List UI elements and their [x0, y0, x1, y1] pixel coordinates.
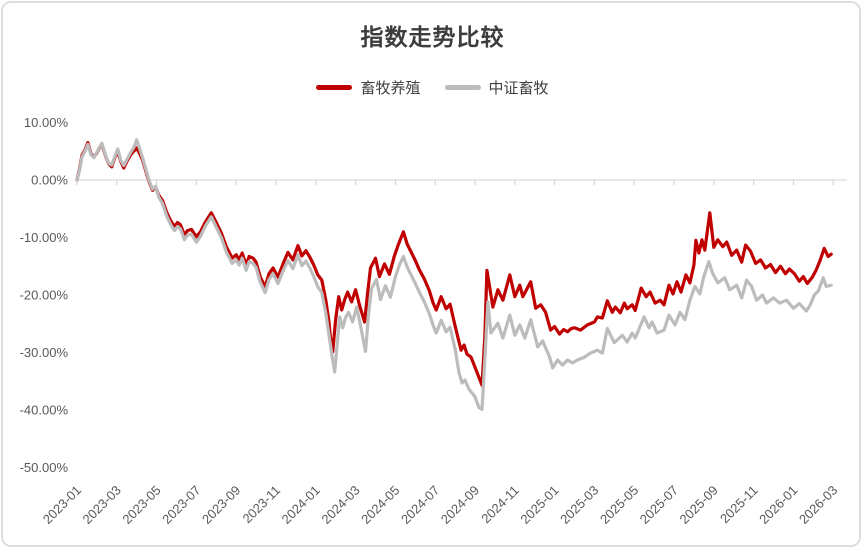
x-axis-label: 2025-09 [677, 483, 721, 527]
chart-title: 指数走势比较 [360, 24, 505, 50]
legend-label-benchmark: 中证畜牧 [488, 80, 549, 97]
x-axis-label: 2023-07 [159, 483, 203, 527]
x-axis-label: 2024-03 [318, 483, 362, 527]
x-axis-label: 2024-07 [398, 483, 442, 527]
x-axis-label: 2024-11 [478, 483, 522, 527]
series-line-benchmark [75, 138, 833, 411]
legend-line-swatch-red [316, 85, 353, 90]
x-axis-label: 2025-11 [717, 483, 761, 527]
legend-line-swatch-gray [444, 85, 481, 90]
x-axis-label: 2024-09 [438, 483, 482, 527]
series-line-main [75, 141, 833, 387]
legend-item-benchmark-series: 中证畜牧 [444, 77, 549, 98]
y-axis-label: -50.00% [20, 460, 69, 475]
x-axis-label: 2024-01 [279, 483, 323, 527]
x-axis-label: 2025-01 [517, 483, 561, 527]
y-axis-label: -30.00% [20, 345, 69, 360]
y-axis-label: 0.00% [31, 173, 68, 188]
x-axis-label: 2025-07 [637, 483, 681, 527]
y-axis-label: 10.00% [24, 115, 69, 130]
chart-legend: 畜牧养殖 中证畜牧 [0, 77, 865, 98]
x-axis-label: 2023-03 [80, 483, 124, 527]
y-axis-label: -20.00% [20, 288, 69, 303]
x-axis-label: 2023-09 [199, 483, 243, 527]
x-axis-label: 2024-05 [358, 483, 402, 527]
y-axis-label: -40.00% [20, 403, 69, 418]
x-axis-label: 2023-11 [239, 483, 283, 527]
x-axis-label: 2025-05 [597, 483, 641, 527]
legend-item-main-series: 畜牧养殖 [316, 77, 421, 98]
y-axis-label: -10.00% [20, 230, 69, 245]
x-axis-label: 2026-01 [756, 483, 800, 527]
legend-label-main: 畜牧养殖 [360, 80, 421, 97]
x-axis-label: 2023-01 [40, 483, 84, 527]
x-axis-label: 2025-03 [557, 483, 601, 527]
x-axis-label: 2023-05 [119, 483, 163, 527]
x-axis-label: 2026-03 [796, 483, 840, 527]
